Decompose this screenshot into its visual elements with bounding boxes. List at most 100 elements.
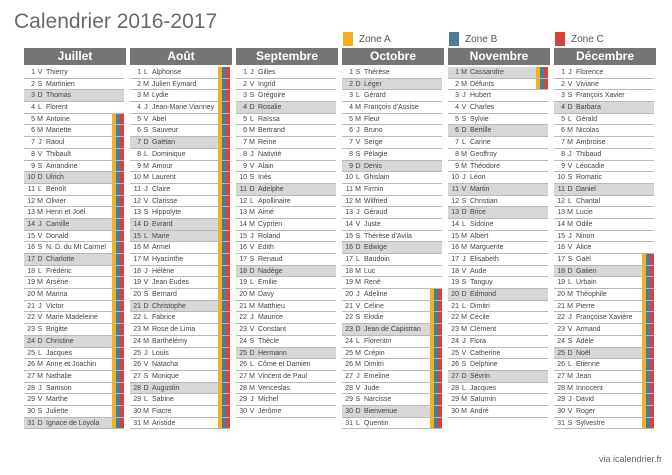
- saint-name: Adelphe: [258, 185, 284, 193]
- school-holiday-bars: [642, 335, 654, 347]
- weekday-letter: S: [355, 150, 361, 158]
- day-row: 6 M Mariette: [24, 125, 124, 138]
- day-number: 16: [557, 244, 565, 252]
- zone-c-holiday-bar: [650, 254, 654, 265]
- day-row: 9 M Théodore: [448, 161, 548, 173]
- zone-b-holiday-bar: [646, 277, 650, 289]
- saint-name: Théodore: [470, 162, 500, 170]
- weekday-letter: V: [355, 302, 361, 310]
- school-holiday-bars: [430, 417, 442, 429]
- zone-a-holiday-bar: [218, 195, 222, 207]
- school-holiday-bars: [112, 405, 124, 417]
- zone-b-swatch: [449, 32, 459, 46]
- school-holiday-bars: [642, 300, 654, 312]
- day-row: 10 M Laurent: [130, 172, 230, 184]
- day-number: 20: [345, 291, 353, 299]
- day-number: 10: [239, 174, 247, 182]
- day-row: 29 S Narcisse: [342, 394, 442, 406]
- zone-b-holiday-bar: [222, 218, 226, 230]
- day-number: 18: [239, 267, 247, 275]
- zone-b-holiday-bar: [222, 370, 226, 382]
- day-number: 3: [243, 92, 247, 100]
- day-row: 21 L Dimitri: [448, 301, 548, 313]
- weekday-letter: D: [143, 302, 149, 310]
- school-holiday-bars: [642, 277, 654, 289]
- zone-c-holiday-bar: [226, 335, 230, 347]
- day-number: 31: [27, 419, 35, 427]
- day-number: 28: [451, 384, 459, 392]
- zone-b-holiday-bar: [222, 172, 226, 183]
- day-number: 24: [239, 337, 247, 345]
- day-number: 25: [27, 349, 35, 357]
- zone-a-holiday-bar: [642, 324, 646, 335]
- day-number: 20: [451, 291, 459, 299]
- day-row: 28 M Venceslas: [236, 383, 336, 395]
- saint-name: Martin: [470, 185, 490, 193]
- zone-c-holiday-bar: [438, 324, 442, 335]
- saint-name: Jude: [364, 384, 380, 392]
- weekday-letter: L: [144, 396, 148, 404]
- weekday-letter: J: [250, 69, 254, 76]
- day-row: 3 M Lydie: [130, 90, 230, 103]
- day-number: 2: [31, 80, 35, 88]
- month-header-juillet: Juillet: [24, 48, 126, 65]
- day-row: 28 M Innocent: [554, 382, 654, 395]
- day-number: 6: [561, 127, 565, 135]
- zone-a-holiday-bar: [430, 394, 434, 405]
- zone-c-holiday-bar: [226, 394, 230, 405]
- saint-name: Elodie: [364, 314, 384, 322]
- weekday-letter: M: [355, 267, 361, 275]
- school-holiday-bars: [642, 417, 654, 429]
- zone-c-holiday-bar: [120, 207, 124, 218]
- saint-name: Inès: [258, 174, 272, 182]
- weekday-letter: M: [461, 150, 467, 158]
- zone-c-holiday-bar: [226, 405, 230, 417]
- day-number: 16: [133, 244, 141, 252]
- day-number: 22: [239, 314, 247, 322]
- day-number: 25: [451, 349, 459, 357]
- zone-c-holiday-bar: [120, 289, 124, 300]
- day-number: 30: [345, 407, 353, 415]
- school-holiday-bars: [112, 195, 124, 207]
- zone-a-holiday-bar: [218, 300, 222, 312]
- day-row: 31 M Aristide: [130, 417, 230, 430]
- weekday-letter: V: [249, 326, 255, 334]
- day-row: 15 J Ninon: [554, 231, 654, 243]
- saint-name: Venceslas: [258, 384, 290, 392]
- weekday-letter: M: [249, 127, 255, 135]
- zone-a-holiday-bar: [430, 300, 434, 312]
- day-number: 17: [239, 256, 247, 263]
- weekday-letter: M: [355, 185, 361, 193]
- saint-name: Arsène: [46, 279, 69, 287]
- zone-b-holiday-bar: [434, 417, 438, 429]
- day-row: 27 M Nathalie: [24, 370, 124, 383]
- day-number: 26: [557, 361, 565, 369]
- day-number: 11: [451, 185, 459, 193]
- weekday-letter: M: [567, 220, 573, 228]
- saint-name: Léocadie: [576, 162, 605, 170]
- school-holiday-bars: [430, 359, 442, 370]
- zone-a-holiday-bar: [642, 347, 646, 359]
- school-holiday-bars: [430, 300, 442, 312]
- day-number: 20: [27, 291, 35, 299]
- school-holiday-bars: [642, 324, 654, 335]
- day-number: 17: [557, 256, 565, 263]
- weekday-letter: V: [567, 407, 573, 415]
- zone-b-holiday-bar: [540, 67, 544, 78]
- zone-c-holiday-bar: [226, 312, 230, 324]
- zone-c-holiday-bar: [438, 312, 442, 324]
- zone-b-holiday-bar: [646, 382, 650, 394]
- day-row: 25 V Catherine: [448, 348, 548, 360]
- saint-name: Fleur: [364, 115, 380, 123]
- day-row: 5 L Gérald: [554, 114, 654, 126]
- day-number: 11: [557, 185, 565, 193]
- weekday-letter: M: [249, 139, 255, 147]
- zone-b-holiday-bar: [116, 417, 120, 429]
- weekday-letter: J: [356, 127, 360, 135]
- day-row: 9 S Amandine: [24, 160, 124, 173]
- saint-name: Sylvestre: [576, 419, 605, 427]
- saint-name: Raïssa: [258, 115, 280, 123]
- school-holiday-bars: [430, 347, 442, 359]
- zone-a-holiday-bar: [642, 312, 646, 324]
- weekday-letter: M: [143, 174, 149, 182]
